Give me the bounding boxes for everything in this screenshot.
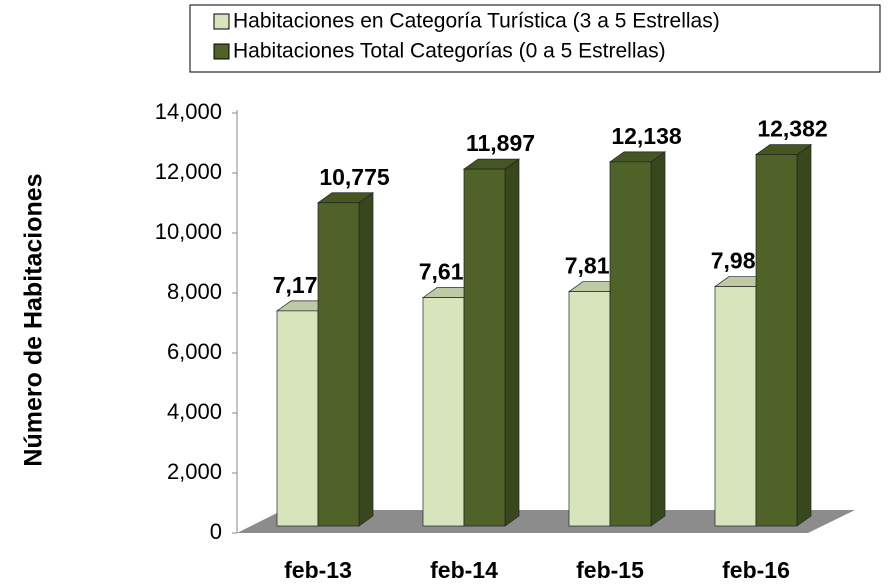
x-tick-label: feb-15 xyxy=(576,557,644,583)
bar-front xyxy=(714,286,757,527)
legend-label: Habitaciones en Categoría Turística (3 a… xyxy=(233,10,720,33)
bar-front xyxy=(568,291,611,527)
bar-side xyxy=(650,151,666,527)
bar-front xyxy=(755,154,798,527)
bar-side xyxy=(358,192,374,527)
bar xyxy=(316,192,375,527)
bar-front xyxy=(609,161,652,527)
bar-front xyxy=(463,168,506,527)
y-tick-label: 2,000 xyxy=(167,459,222,484)
legend-box xyxy=(189,4,881,73)
value-label: 11,897 xyxy=(466,130,535,156)
bar xyxy=(462,158,521,527)
value-label: 12,138 xyxy=(611,123,682,149)
floor xyxy=(237,510,855,533)
x-tick-label: feb-14 xyxy=(430,557,498,583)
y-tick-label: 8,000 xyxy=(167,279,222,304)
bar-front xyxy=(317,202,360,527)
y-axis-label: Número de Habitaciones xyxy=(20,173,48,466)
bar xyxy=(608,151,667,527)
legend-label: Habitaciones Total Categorías (0 a 5 Est… xyxy=(233,40,666,63)
bar xyxy=(754,143,813,527)
bar-side xyxy=(796,143,812,527)
y-tick-label: 0 xyxy=(210,519,222,544)
y-tick-label: 12,000 xyxy=(155,159,222,184)
x-tick-label: feb-13 xyxy=(284,557,352,583)
bar-front xyxy=(422,297,465,527)
legend-swatch xyxy=(213,13,230,30)
value-label: 10,775 xyxy=(319,164,390,190)
y-tick-label: 14,000 xyxy=(155,99,222,124)
bar-front xyxy=(276,310,319,527)
y-tick-label: 6,000 xyxy=(167,339,222,364)
y-tick-label: 10,000 xyxy=(155,219,222,244)
value-label: 12,382 xyxy=(757,116,827,142)
legend-swatch xyxy=(213,43,230,60)
x-tick-label: feb-16 xyxy=(722,557,790,583)
bar-side xyxy=(504,158,520,527)
y-tick-label: 4,000 xyxy=(167,399,222,424)
